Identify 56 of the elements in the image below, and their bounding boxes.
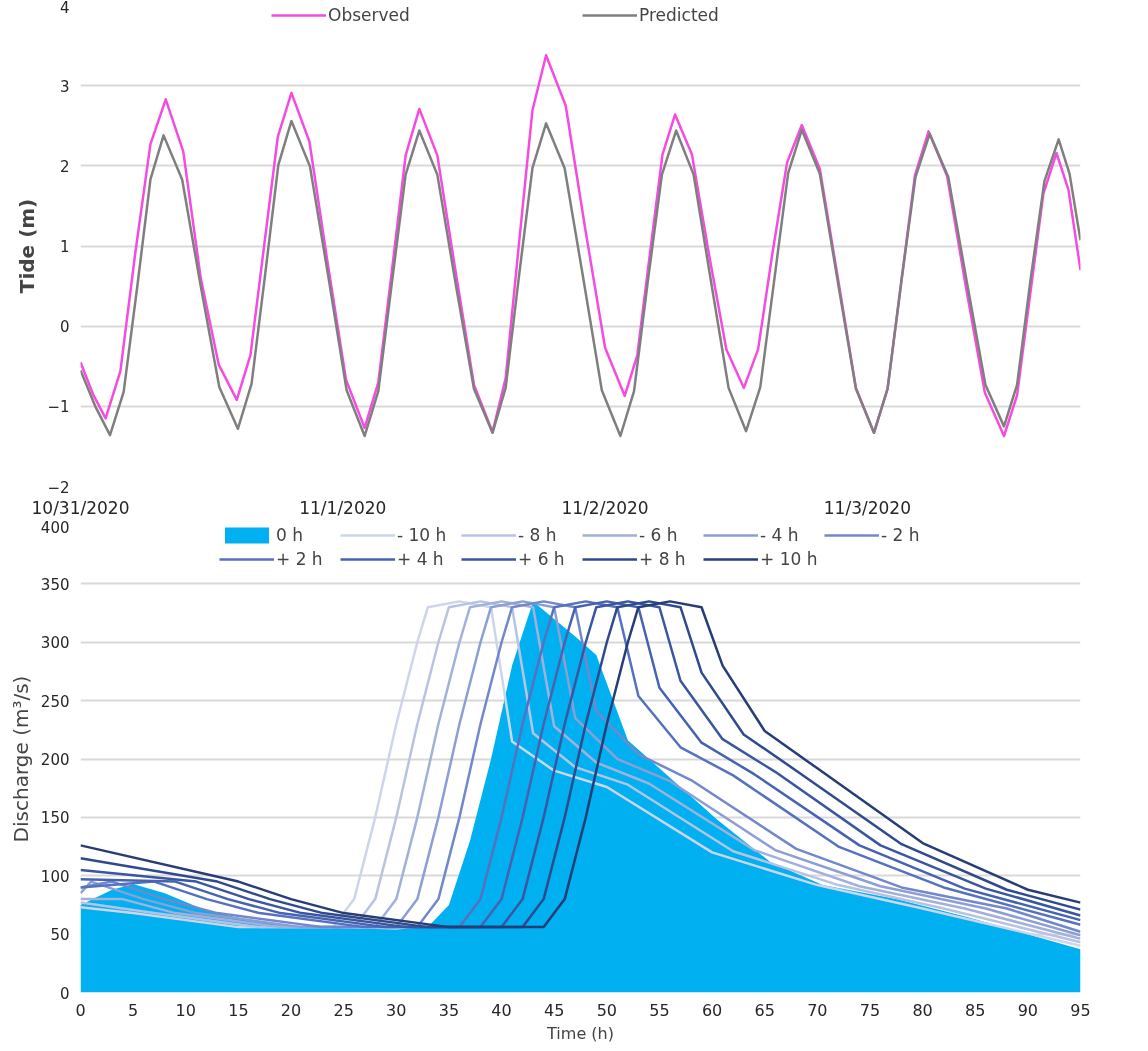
y-axis-title: Discharge (m³/s) <box>8 675 33 843</box>
x-tick-label: 80 <box>912 1000 933 1020</box>
x-tick-label: 10/31/2020 <box>31 497 130 518</box>
legend-label: Predicted <box>639 5 720 25</box>
x-tick-label: 25 <box>333 1000 354 1020</box>
y-tick-label: 300 <box>40 634 70 653</box>
x-tick-label: 10 <box>175 1000 196 1020</box>
x-tick-label: 90 <box>1017 1000 1039 1020</box>
x-tick-label: 15 <box>228 1000 249 1020</box>
y-tick-label: 0 <box>59 318 70 337</box>
y-tick-label: 200 <box>40 751 70 769</box>
x-tick-label: 5 <box>128 1000 139 1020</box>
y-tick-label: 150 <box>40 809 70 828</box>
legend-label: 0 h <box>276 525 304 545</box>
legend-label: + 2 h <box>276 549 324 569</box>
y-tick-label: −1 <box>47 398 70 417</box>
y-tick-label: 50 <box>50 926 70 945</box>
x-tick-label: 11/2/2020 <box>561 497 649 518</box>
x-tick-label: 35 <box>438 1000 460 1020</box>
y-tick-label: −2 <box>47 478 70 497</box>
x-tick-label: 60 <box>701 1000 723 1020</box>
x-tick-label: 45 <box>544 1000 565 1020</box>
legend-label: - 4 h <box>760 525 800 545</box>
x-tick-label: 30 <box>386 1000 407 1020</box>
legend-label: - 8 h <box>518 525 558 545</box>
legend-label: + 4 h <box>397 549 445 569</box>
x-tick-label: 11/1/2020 <box>299 497 387 518</box>
x-tick-label: 50 <box>596 1000 617 1020</box>
x-tick-label: 85 <box>965 1000 986 1020</box>
x-axis-title: Time (h) <box>546 1023 614 1043</box>
y-axis-title: Tide (m) <box>15 198 40 294</box>
x-tick-label: 40 <box>491 1000 512 1020</box>
legend-label: - 10 h <box>397 525 448 545</box>
legend-label: + 6 h <box>518 549 566 569</box>
y-tick-label: 3 <box>59 77 70 96</box>
x-tick-label: 65 <box>754 1000 775 1020</box>
y-tick-label: 250 <box>40 692 70 711</box>
y-tick-label: 400 <box>40 518 70 537</box>
x-tick-label: 11/3/2020 <box>823 497 911 518</box>
x-tick-label: 55 <box>649 1000 670 1020</box>
x-tick-label: 75 <box>859 1000 881 1020</box>
legend-label: - 6 h <box>639 525 679 545</box>
x-tick-label: 20 <box>280 1000 302 1020</box>
legend-label: + 10 h <box>760 549 819 569</box>
legend-label: Observed <box>328 5 411 25</box>
y-tick-label: 100 <box>40 867 70 886</box>
legend-label: - 2 h <box>881 525 921 545</box>
y-tick-label: 2 <box>59 157 70 176</box>
y-tick-label: 4 <box>59 0 70 17</box>
y-tick-label: 1 <box>59 238 70 256</box>
y-tick-label: 0 <box>59 984 70 1003</box>
x-tick-label: 0 <box>75 1000 86 1020</box>
legend-label: + 8 h <box>639 549 687 569</box>
y-tick-label: 350 <box>40 575 70 594</box>
x-tick-label: 70 <box>807 1000 828 1020</box>
x-tick-label: 95 <box>1070 1000 1091 1020</box>
